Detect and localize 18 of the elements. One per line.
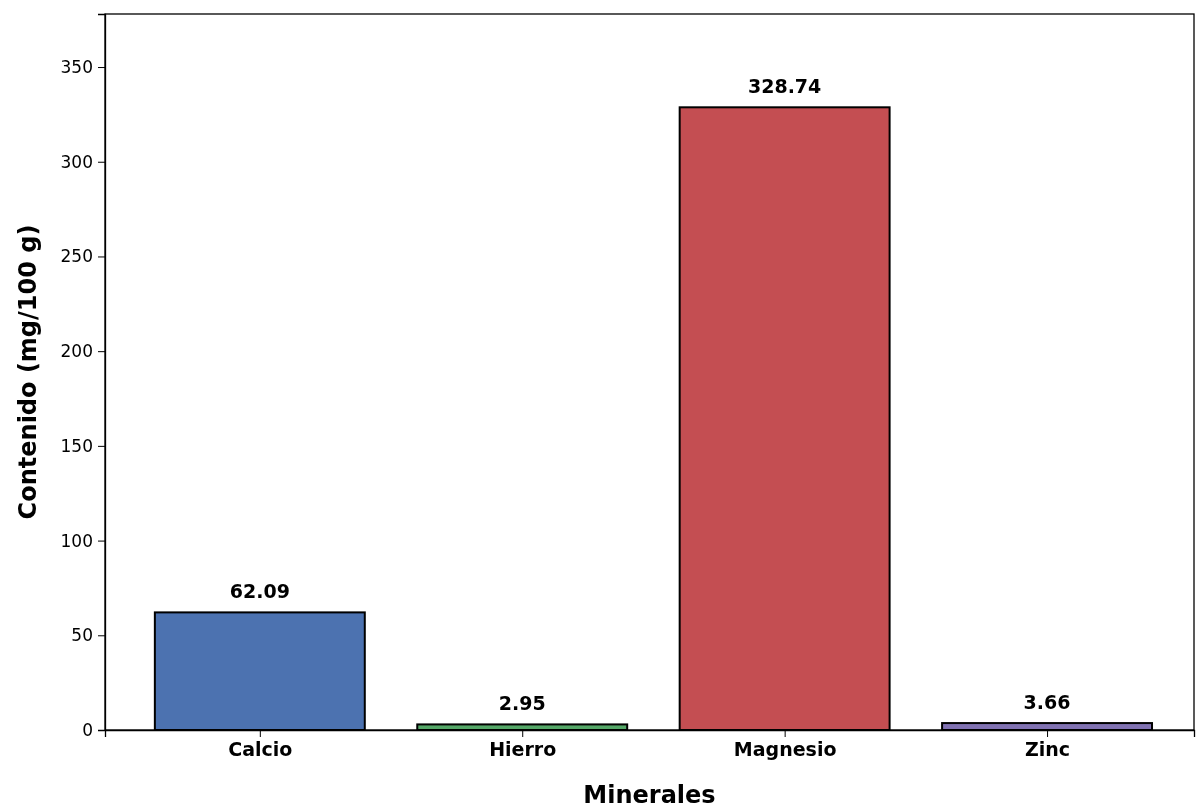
y-tick-label: 350 xyxy=(60,56,93,77)
y-tick-label: 100 xyxy=(60,530,93,551)
data-label: 62.09 xyxy=(229,580,290,603)
y-tick-label: 250 xyxy=(60,246,93,267)
x-tick-label: Hierro xyxy=(489,738,557,761)
x-tick-label: Magnesio xyxy=(733,738,837,761)
x-tick-label: Zinc xyxy=(1025,738,1071,761)
y-tick-label: 0 xyxy=(82,719,93,740)
y-tick-label: 50 xyxy=(71,625,93,646)
x-tick-label: Calcio xyxy=(228,738,293,761)
data-label: 3.66 xyxy=(1023,691,1071,714)
x-axis-title: Minerales xyxy=(583,781,716,808)
y-axis-title: Contenido (mg/100 g) xyxy=(14,224,42,520)
data-label: 328.74 xyxy=(747,75,822,98)
y-tick-label: 300 xyxy=(60,151,93,172)
y-tick-label: 200 xyxy=(60,341,93,362)
data-label: 2.95 xyxy=(498,692,546,715)
y-tick-label: 150 xyxy=(60,435,93,456)
